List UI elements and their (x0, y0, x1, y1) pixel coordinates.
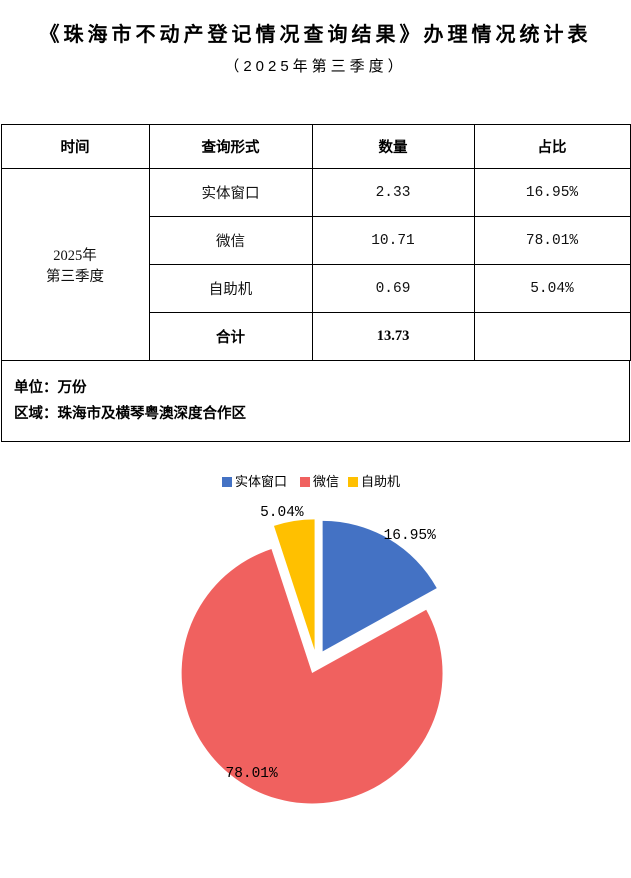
svg-text:16.95%: 16.95% (384, 528, 437, 544)
svg-text:78.01%: 78.01% (226, 766, 279, 782)
svg-text:微信: 微信 (313, 474, 339, 489)
svg-text:自助机: 自助机 (361, 474, 400, 489)
svg-text:5.04%: 5.04% (260, 505, 304, 521)
svg-text:实体窗口: 实体窗口 (235, 474, 287, 489)
